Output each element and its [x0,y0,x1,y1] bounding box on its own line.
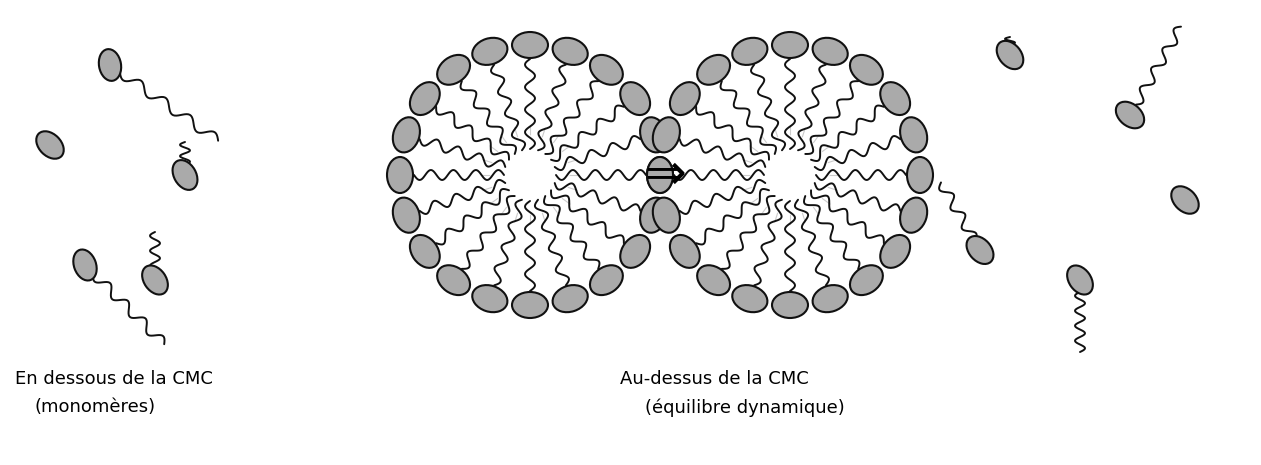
Ellipse shape [772,32,808,58]
Ellipse shape [772,292,808,318]
Ellipse shape [620,82,651,115]
Ellipse shape [900,117,927,153]
Ellipse shape [142,266,168,294]
Ellipse shape [850,55,883,85]
Ellipse shape [173,160,198,190]
Ellipse shape [512,292,549,318]
Ellipse shape [1171,186,1199,214]
Ellipse shape [641,117,667,153]
Ellipse shape [410,235,440,268]
Ellipse shape [900,198,927,233]
Ellipse shape [647,157,673,193]
Ellipse shape [472,38,507,65]
Ellipse shape [620,235,651,268]
Ellipse shape [590,55,623,85]
Ellipse shape [410,82,440,115]
Text: ⇒: ⇒ [644,151,686,199]
Ellipse shape [880,82,910,115]
Ellipse shape [472,285,507,312]
Ellipse shape [653,117,680,153]
Ellipse shape [552,38,588,65]
Ellipse shape [697,55,730,85]
Circle shape [491,136,569,214]
Text: En dessous de la CMC: En dessous de la CMC [15,370,213,388]
Ellipse shape [438,265,470,295]
Ellipse shape [1067,266,1093,294]
Ellipse shape [812,38,847,65]
Ellipse shape [880,235,910,268]
Ellipse shape [850,265,883,295]
Ellipse shape [670,82,700,115]
Text: (équilibre dynamique): (équilibre dynamique) [644,398,845,417]
Ellipse shape [996,41,1023,69]
Text: Au-dessus de la CMC: Au-dessus de la CMC [620,370,808,388]
Ellipse shape [73,250,97,280]
Ellipse shape [590,265,623,295]
Ellipse shape [647,157,673,193]
Ellipse shape [697,265,730,295]
Ellipse shape [733,38,768,65]
Ellipse shape [387,157,414,193]
Ellipse shape [1116,102,1144,128]
Ellipse shape [812,285,847,312]
Ellipse shape [653,198,680,233]
Circle shape [752,136,828,214]
Ellipse shape [907,157,933,193]
Ellipse shape [641,198,667,233]
Text: (monomères): (monomères) [35,398,156,416]
Ellipse shape [733,285,768,312]
Ellipse shape [393,198,420,233]
Ellipse shape [438,55,470,85]
Ellipse shape [512,32,549,58]
Ellipse shape [37,131,64,159]
Ellipse shape [966,236,994,264]
Ellipse shape [98,49,121,81]
Ellipse shape [552,285,588,312]
Ellipse shape [670,235,700,268]
Ellipse shape [393,117,420,153]
